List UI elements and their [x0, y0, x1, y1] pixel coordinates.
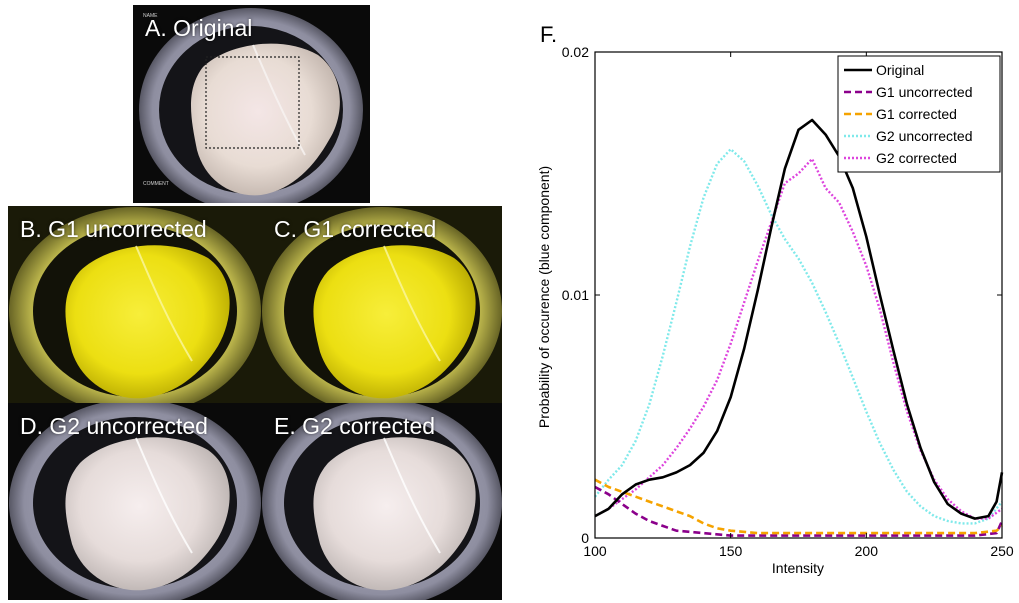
panel-d-label: D. G2 uncorrected: [20, 413, 208, 439]
panel-d-g2-uncorrected: D. G2 uncorrected: [8, 403, 262, 600]
endoscope-image-d: [8, 403, 262, 600]
svg-text:COMMENT: COMMENT: [143, 181, 169, 187]
panel-a-original: NAME COMMENT A. Original: [133, 5, 370, 203]
x-tick-label: 100: [583, 543, 607, 559]
x-tick-label: 200: [855, 543, 879, 559]
y-tick-label: 0.02: [562, 44, 589, 60]
panel-c-g1-corrected: C. G1 corrected: [262, 206, 502, 403]
endoscope-image-c: [262, 206, 502, 403]
legend-label-g2-corrected: G2 corrected: [876, 150, 957, 166]
endoscope-image-e: [262, 403, 502, 600]
y-tick-label: 0.01: [562, 287, 589, 303]
histogram-chart: F. 100 150 200 250 0 0.01 0.02 Original G1 unco…: [536, 22, 1014, 576]
endoscope-image-a: NAME COMMENT: [133, 5, 370, 203]
x-tick-label: 250: [990, 543, 1014, 559]
legend-label-g1-uncorrected: G1 uncorrected: [876, 84, 973, 100]
svg-text:NAME: NAME: [143, 13, 158, 19]
legend-label-g1-corrected: G1 corrected: [876, 106, 957, 122]
panel-e-g2-corrected: E. G2 corrected: [262, 403, 502, 600]
y-axis-label: Probability of occurence (blue component…: [536, 166, 552, 428]
y-tick-label: 0: [581, 530, 589, 546]
series-line-g2-uncorrected: [594, 147, 1003, 525]
series-layer: [594, 118, 1004, 537]
legend-box: [837, 55, 1001, 173]
panel-b-label: B. G1 uncorrected: [20, 216, 207, 242]
legend: Original G1 uncorrected G1 corrected G2 unc…: [837, 55, 1001, 173]
legend-label-original: Original: [876, 62, 924, 78]
panel-b-g1-uncorrected: B. G1 uncorrected: [8, 206, 262, 403]
x-axis-label: Intensity: [772, 560, 824, 576]
legend-label-g2-uncorrected: G2 uncorrected: [876, 128, 973, 144]
series-line-g1-uncorrected: [594, 485, 1004, 537]
series-line-original: [594, 118, 1004, 520]
series-line-g1-corrected: [594, 478, 1003, 535]
panel-a-label: A. Original: [145, 15, 253, 41]
panel-c-label: C. G1 corrected: [274, 216, 437, 242]
x-tick-label: 150: [719, 543, 743, 559]
endoscope-image-b: [8, 206, 262, 403]
panel-f-label: F.: [540, 22, 557, 47]
axes-layer: 100 150 200 250 0 0.01 0.02: [562, 44, 1014, 559]
panel-e-label: E. G2 corrected: [274, 413, 436, 439]
